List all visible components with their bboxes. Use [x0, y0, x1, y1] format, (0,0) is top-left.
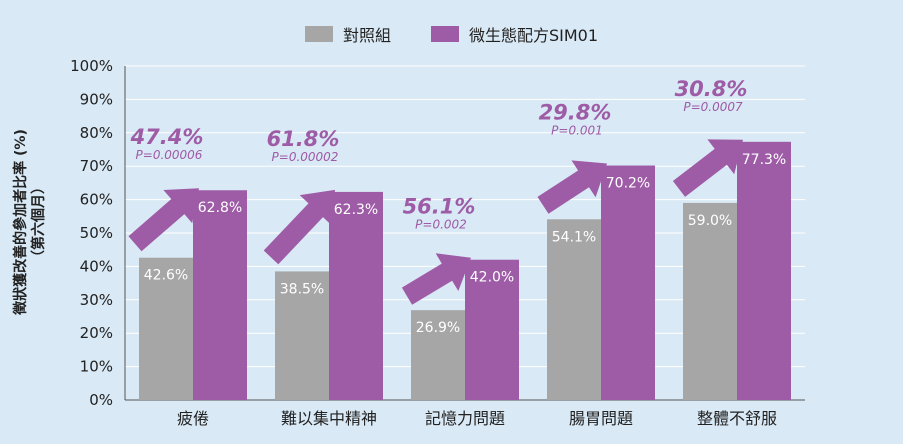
p-value: P=0.002 — [415, 218, 467, 232]
data-label: 70.2% — [606, 176, 650, 192]
legend: 對照組 微生態配方SIM01 — [0, 22, 903, 46]
improvement-percent: 61.8% — [267, 127, 340, 151]
p-value: P=0.0007 — [683, 100, 743, 114]
legend-swatch-control — [304, 26, 333, 42]
y-tick-label: 90% — [80, 90, 113, 108]
bar-sim01 — [329, 191, 383, 400]
y-tick-label: 80% — [80, 124, 113, 142]
data-label: 62.3% — [334, 202, 378, 218]
bar-sim01 — [601, 165, 655, 400]
data-label: 59.0% — [688, 213, 732, 229]
y-tick-label: 30% — [80, 291, 113, 309]
bar-control — [275, 271, 329, 400]
improvement-arrow — [401, 253, 471, 305]
bar-control — [411, 310, 465, 400]
y-tick-label: 60% — [80, 191, 113, 209]
y-tick-label: 100% — [70, 57, 113, 75]
bar-control — [683, 202, 737, 400]
data-label: 42.6% — [144, 268, 188, 284]
improvement-arrow — [672, 139, 743, 197]
p-value: P=0.00006 — [136, 148, 203, 162]
p-value: P=0.00002 — [272, 150, 339, 164]
x-tick-label: 難以集中精神 — [281, 409, 377, 428]
improvement-percent: 47.4% — [130, 125, 204, 149]
bar-sim01 — [193, 190, 247, 400]
data-label: 42.0% — [470, 270, 514, 286]
x-tick-label: 腸胃問題 — [569, 409, 633, 428]
x-tick-label: 疲倦 — [177, 409, 209, 428]
data-label: 54.1% — [552, 229, 596, 245]
legend-item-control: 對照組 — [304, 22, 391, 46]
improvement-percent: 56.1% — [403, 195, 476, 219]
improvement-percent: 29.8% — [539, 101, 612, 125]
legend-item-sim01: 微生態配方SIM01 — [430, 22, 599, 46]
data-label: 38.5% — [280, 281, 324, 297]
bar-sim01 — [737, 141, 791, 400]
y-tick-label: 20% — [80, 324, 113, 342]
y-tick-label: 10% — [80, 358, 113, 376]
improvement-arrow — [263, 189, 335, 265]
bar-control — [139, 257, 193, 400]
x-tick-label: 整體不舒服 — [697, 409, 777, 428]
improvement-arrow — [128, 188, 199, 252]
y-tick-label: 70% — [80, 157, 113, 175]
y-tick-label: 40% — [80, 257, 113, 275]
x-tick-label: 記憶力問題 — [425, 409, 505, 428]
legend-label-control: 對照組 — [342, 26, 391, 45]
legend-swatch-sim01 — [430, 26, 459, 42]
bar-control — [547, 219, 601, 400]
y-tick-label: 50% — [80, 224, 113, 242]
bar-sim01 — [465, 259, 519, 400]
data-label: 26.9% — [416, 320, 460, 336]
legend-label-sim01: 微生態配方SIM01 — [468, 26, 599, 45]
p-value: P=0.001 — [551, 124, 603, 138]
improvement-percent: 30.8% — [675, 77, 748, 101]
data-label: 62.8% — [198, 200, 242, 216]
data-label: 77.3% — [742, 152, 786, 168]
improvement-arrow — [537, 160, 607, 214]
y-tick-label: 0% — [89, 391, 113, 409]
